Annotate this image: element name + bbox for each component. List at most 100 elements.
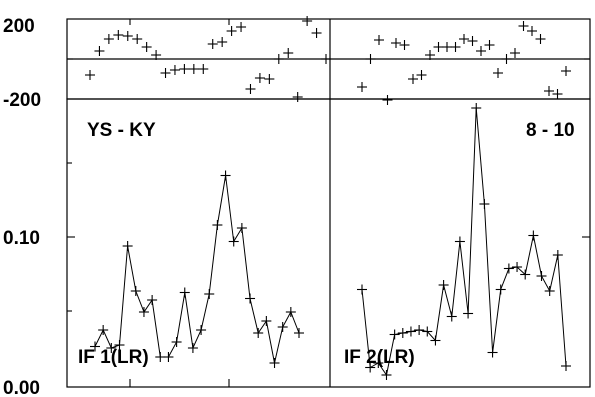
amplitude-right-point	[520, 269, 531, 280]
phase-right-point	[476, 46, 486, 56]
amplitude-left-point	[245, 293, 256, 304]
amplitude-right-point	[503, 263, 514, 274]
amplitude-left-point	[114, 340, 125, 350]
amplitude-right-point	[561, 361, 571, 371]
phase-right-point	[374, 35, 384, 45]
amplitude-right-point	[414, 325, 425, 335]
amplitude-left-point	[228, 236, 239, 247]
amplitude-left-point	[187, 343, 198, 353]
phase-right-series	[357, 21, 571, 105]
phase-right-point	[433, 42, 444, 52]
phase-left-point	[321, 54, 331, 64]
amplitude-left-point	[122, 241, 133, 251]
phase-right-point	[484, 40, 495, 50]
phase-left-point	[122, 31, 133, 41]
amplitude-right-point	[487, 347, 498, 358]
phase-left-point	[217, 37, 228, 47]
phase-right-point	[399, 40, 410, 50]
phase-right-point	[518, 21, 529, 31]
amplitude-right-point	[397, 328, 408, 338]
amplitude-tick-label-zero: 0.00	[3, 378, 40, 397]
amplitude-left-point	[294, 328, 304, 338]
phase-left-point	[283, 48, 294, 58]
amplitude-right-point	[471, 103, 482, 113]
amplitude-right-point	[381, 370, 392, 380]
phase-right-point	[382, 95, 393, 105]
phase-left-point	[94, 46, 105, 56]
amplitude-axis-ticks	[67, 19, 590, 387]
phase-left-point	[179, 64, 190, 74]
phase-left-series	[85, 16, 331, 102]
amplitude-left-point	[269, 358, 280, 368]
phase-right-point	[391, 38, 401, 48]
amplitude-right-point	[528, 230, 539, 241]
amplitude-left-point	[98, 325, 109, 335]
amplitude-left-point	[204, 289, 215, 299]
phase-right-point	[357, 82, 367, 92]
amplitude-right-point	[544, 286, 555, 296]
amplitude-right-point	[454, 236, 465, 247]
amplitude-right-point	[495, 284, 506, 295]
amplitude-right-series	[357, 103, 571, 380]
phase-left-point	[141, 42, 152, 52]
amplitude-panel-frame	[66, 98, 591, 388]
amplitude-left-point	[285, 307, 296, 317]
phase-left-point	[132, 34, 143, 44]
amplitude-left-point	[220, 170, 231, 181]
amplitude-right-point	[430, 335, 441, 346]
phase-right-point	[544, 86, 554, 96]
phase-right-point	[425, 50, 435, 60]
baseline-label: YS - KY	[87, 120, 156, 141]
phase-left-point	[311, 28, 322, 38]
phase-right-point	[493, 68, 503, 78]
phase-tick-label-top: 200	[3, 16, 35, 37]
amplitude-right-point	[536, 271, 547, 281]
phase-right-point	[552, 89, 563, 99]
phase-left-point	[198, 64, 209, 74]
amplitude-left-point	[147, 295, 158, 305]
phase-right-point	[442, 42, 452, 52]
amplitude-left-point	[261, 316, 272, 326]
amplitude-right-point	[463, 308, 474, 319]
amplitude-left-point	[277, 322, 288, 332]
amplitude-left-line	[94, 175, 300, 364]
amplitude-right-point	[365, 362, 376, 373]
amplitude-right-point	[512, 262, 523, 272]
amplitude-right-point	[438, 280, 449, 290]
amplitude-right-point	[389, 329, 400, 340]
phase-left-point	[169, 65, 180, 75]
amplitude-left-point	[196, 325, 207, 335]
amplitude-right-point	[552, 250, 563, 260]
phase-left-point	[236, 22, 247, 32]
phase-left-point	[151, 50, 162, 60]
amplitude-left-point	[106, 343, 117, 353]
amplitude-right-point	[373, 358, 384, 368]
phase-right-point	[501, 54, 512, 64]
phase-left-point	[188, 64, 199, 74]
time-range-label: 8 - 10	[526, 120, 575, 141]
phase-right-point	[467, 36, 478, 46]
phase-left-point	[245, 84, 256, 94]
phase-left-point	[273, 54, 284, 64]
phase-right-point	[416, 70, 427, 80]
phase-right-point	[408, 74, 418, 84]
if1-annotation: IF 1(LR)	[78, 347, 149, 368]
amplitude-tick-label-mid: 0.10	[3, 228, 40, 249]
phase-right-point	[459, 34, 469, 44]
phase-left-point	[254, 73, 265, 83]
amplitude-right-point	[405, 326, 416, 337]
phase-left-point	[264, 74, 275, 84]
phase-left-point	[85, 70, 95, 80]
phase-left-point	[160, 68, 171, 78]
amplitude-left-series	[90, 170, 304, 368]
phase-right-point	[561, 66, 571, 76]
amplitude-left-point	[130, 286, 141, 296]
phase-left-point	[292, 92, 303, 102]
phase-right-point	[535, 34, 546, 44]
amplitude-left-point	[163, 352, 174, 362]
phase-right-point	[527, 26, 537, 36]
phase-left-point	[226, 26, 237, 36]
amplitude-left-point	[171, 337, 182, 347]
if2-annotation: IF 2(LR)	[344, 347, 415, 368]
